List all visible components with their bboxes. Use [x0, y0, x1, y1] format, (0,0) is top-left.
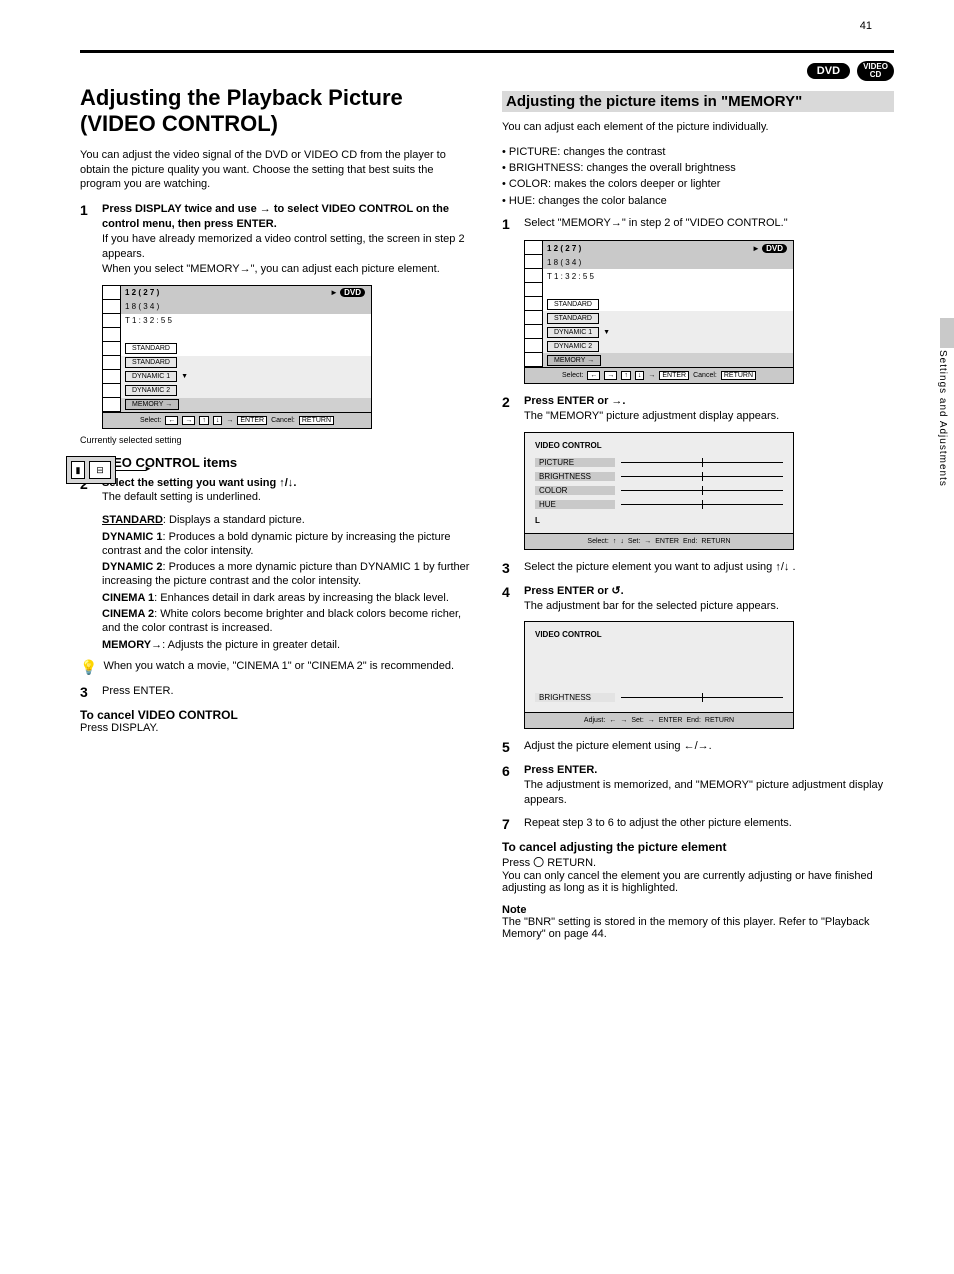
r-step-2: 2 Press ENTER or →. The "MEMORY" picture…: [502, 394, 894, 424]
current-setting-callout: ▮ ⊟: [66, 456, 146, 484]
top-rule: [80, 50, 894, 53]
callout-label: Currently selected setting: [80, 435, 472, 445]
side-tab: [940, 318, 954, 348]
note-block: Note The "BNR" setting is stored in the …: [502, 904, 894, 940]
r-step-4: 4 Press ENTER or ↺. The adjustment bar f…: [502, 584, 894, 614]
format-badges: DVD VIDEOCD: [80, 61, 894, 81]
hint: 💡 When you watch a movie, "CINEMA 1" or …: [80, 660, 472, 674]
osd-menu-2: 1 2 ( 2 7 ) ► DVD 1 8 ( 3 4 ) T 1 : 3 2 …: [524, 240, 794, 384]
return-icon: ↺: [611, 585, 620, 597]
video-control-panel-2: VIDEO CONTROL BRIGHTNESS Adjust: ←→ Set:…: [524, 621, 794, 729]
slider-icon: ▮: [71, 461, 85, 479]
step-1: 1 Press DISPLAY twice and use → to selec…: [80, 202, 472, 276]
right-column: Adjusting the picture items in "MEMORY" …: [502, 85, 894, 940]
hint-icon: 💡: [80, 660, 97, 674]
side-tab-label: Settings and Adjustments: [937, 350, 948, 487]
left-column: Adjusting the Playback Picture (VIDEO CO…: [80, 85, 472, 940]
intro-text: You can adjust the video signal of the D…: [80, 148, 472, 193]
page-number: 41: [860, 20, 872, 32]
dvd-badge: DVD: [807, 63, 850, 79]
r-step-3: 3 Select the picture element you want to…: [502, 560, 894, 576]
r-step-5: 5 Adjust the picture element using ←/→.: [502, 739, 894, 755]
r-step-1: 1 Select "MEMORY→" in step 2 of "VIDEO C…: [502, 216, 894, 232]
cancel-block: To cancel VIDEO CONTROL Press DISPLAY.: [80, 708, 472, 734]
video-control-panel-1: VIDEO CONTROL PICTURE BRIGHTNESS COLOR H…: [524, 432, 794, 550]
r-step-6: 6 Press ENTER. The adjustment is memoriz…: [502, 763, 894, 808]
osd-menu-1: 1 2 ( 2 7 ) ► DVD 1 8 ( 3 4 ) T 1 : 3 2 …: [102, 285, 372, 429]
right-heading: Adjusting the picture items in "MEMORY": [502, 91, 894, 112]
adjust-icon: ⊟: [89, 461, 111, 479]
r-cancel-block: To cancel adjusting the picture element …: [502, 840, 894, 894]
step-num: 1: [80, 202, 102, 276]
section-title: Adjusting the Playback Picture (VIDEO CO…: [80, 85, 472, 138]
r-step-7: 7 Repeat step 3 to 6 to adjust the other…: [502, 816, 894, 832]
video-control-choices: STANDARD: Displays a standard picture. D…: [102, 513, 472, 652]
videocd-badge: VIDEOCD: [857, 61, 894, 81]
arrow-right-icon: →: [260, 203, 271, 215]
step-3: 3 Press ENTER.: [80, 684, 472, 700]
